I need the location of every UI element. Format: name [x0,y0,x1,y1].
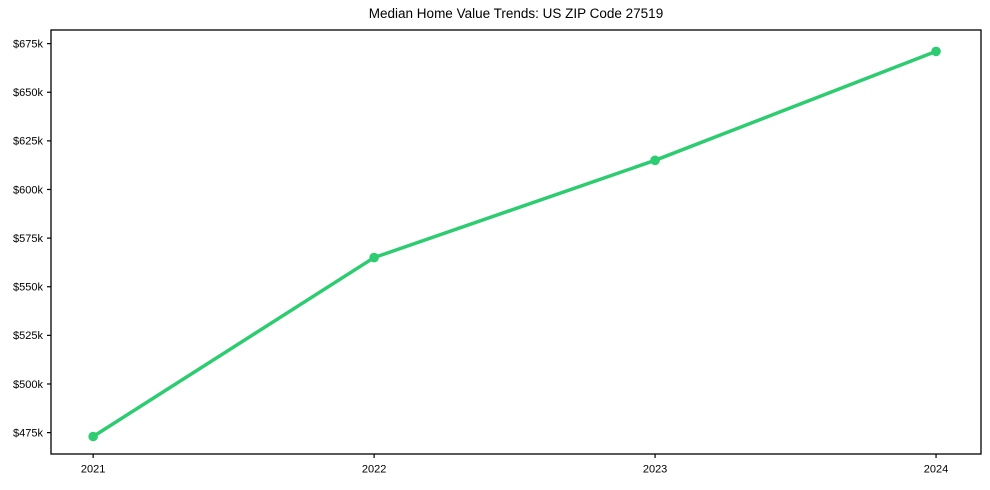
y-tick-label: $500k [13,379,43,391]
y-tick-label: $600k [13,184,43,196]
x-tick-label: 2022 [362,464,386,476]
data-point-2022 [369,252,379,263]
x-tick-label: 2023 [643,464,667,476]
y-tick-label: $550k [13,282,43,294]
y-tick-label: $675k [13,38,43,50]
y-tick-label: $625k [13,136,43,148]
y-tick-label: $575k [13,233,43,245]
y-tick-label: $525k [13,330,43,342]
y-tick-label: $650k [13,87,43,99]
y-tick-label: $475k [13,427,43,439]
x-tick-label: 2024 [924,464,948,476]
data-point-2024 [931,46,941,57]
data-point-2021 [88,431,98,442]
x-tick-label: 2021 [81,464,105,476]
chart-title: Median Home Value Trends: US ZIP Code 27… [368,6,664,21]
data-point-2023 [650,155,660,166]
trend-line [91,49,938,439]
plot-border [50,29,982,455]
